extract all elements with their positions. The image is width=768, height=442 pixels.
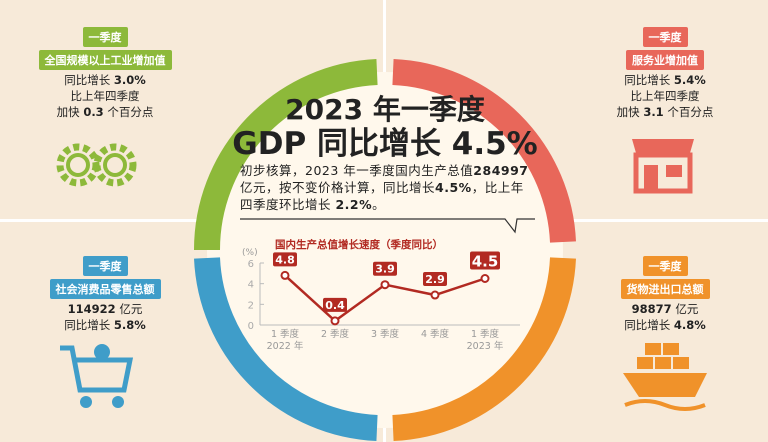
data-point (330, 316, 340, 326)
shopping-cart-icon (60, 344, 134, 408)
data-point (480, 274, 490, 283)
panel-name: 服务业增加值 (626, 50, 704, 70)
ring-orange (392, 257, 576, 441)
x-tick-label: 2 季度 (321, 328, 350, 340)
x-tick-label: 3 季度 (371, 328, 400, 340)
callout-box (240, 218, 535, 234)
panel-name: 货物进出口总额 (620, 279, 710, 299)
headline-line2: GDP 同比增长 4.5% (232, 126, 538, 162)
data-label-box (273, 252, 297, 267)
cargo-ship-icon (623, 343, 707, 411)
gears-icon (56, 143, 137, 187)
panel-name: 社会消费品零售总额 (49, 279, 161, 299)
panel-tag: 一季度 (642, 256, 688, 276)
y-tick-label: 0 (248, 321, 254, 332)
panel-tag: 一季度 (82, 256, 128, 276)
y-tick-label: 2 (248, 300, 254, 311)
data-label: 3.9 (375, 263, 395, 276)
panel-name: 全国规模以上工业增加值 (38, 50, 172, 70)
panel-tag: 一季度 (82, 27, 128, 47)
data-label-box (470, 251, 500, 270)
ring-blue (194, 257, 378, 441)
data-point (380, 280, 390, 290)
x-tick-label: 4 季度 (421, 328, 450, 340)
panel-trade: 一季度 货物进出口总额 98877 亿元 同比增长 4.8% (590, 255, 740, 333)
summary-text: 初步核算，2023 年一季度国内生产总值284997 亿元，按不变价格计算，同比… (240, 163, 529, 212)
data-label: 4.5 (472, 253, 499, 271)
x-year-label: 2023 年 (467, 340, 504, 352)
x-year-label: 2022 年 (267, 340, 304, 352)
x-tick-label: 1 季度 (271, 328, 300, 340)
panel-tag: 一季度 (642, 27, 688, 47)
panel-retail: 一季度 社会消费品零售总额 114922 亿元 同比增长 5.8% (30, 255, 180, 333)
data-label-box (373, 261, 397, 276)
data-point (280, 270, 290, 280)
panel-services: 一季度 服务业增加值 同比增长 5.4% 比上年四季度 加快 3.1 个百分点 (590, 26, 740, 120)
panel-industry: 一季度 全国规模以上工业增加值 同比增长 3.0% 比上年四季度 加快 0.3 个百… (20, 26, 190, 120)
chart-title: 国内生产总值增长速度（季度同比） (275, 239, 443, 251)
data-label: 2.9 (425, 273, 445, 286)
ring-green (193, 59, 378, 251)
y-tick-label: 4 (248, 280, 254, 291)
headline-line1: 2023 年一季度 (285, 93, 485, 126)
x-tick-label: 1 季度 (471, 328, 500, 340)
y-tick-label: 6 (248, 259, 254, 270)
storefront-icon (632, 139, 694, 194)
ring-coral (392, 59, 576, 243)
y-axis-label: (%) (242, 248, 258, 258)
data-label: 0.4 (325, 299, 345, 312)
data-label-box (323, 297, 347, 312)
data-label: 4.8 (275, 253, 295, 266)
data-point (430, 290, 440, 300)
data-label-box (423, 272, 447, 287)
